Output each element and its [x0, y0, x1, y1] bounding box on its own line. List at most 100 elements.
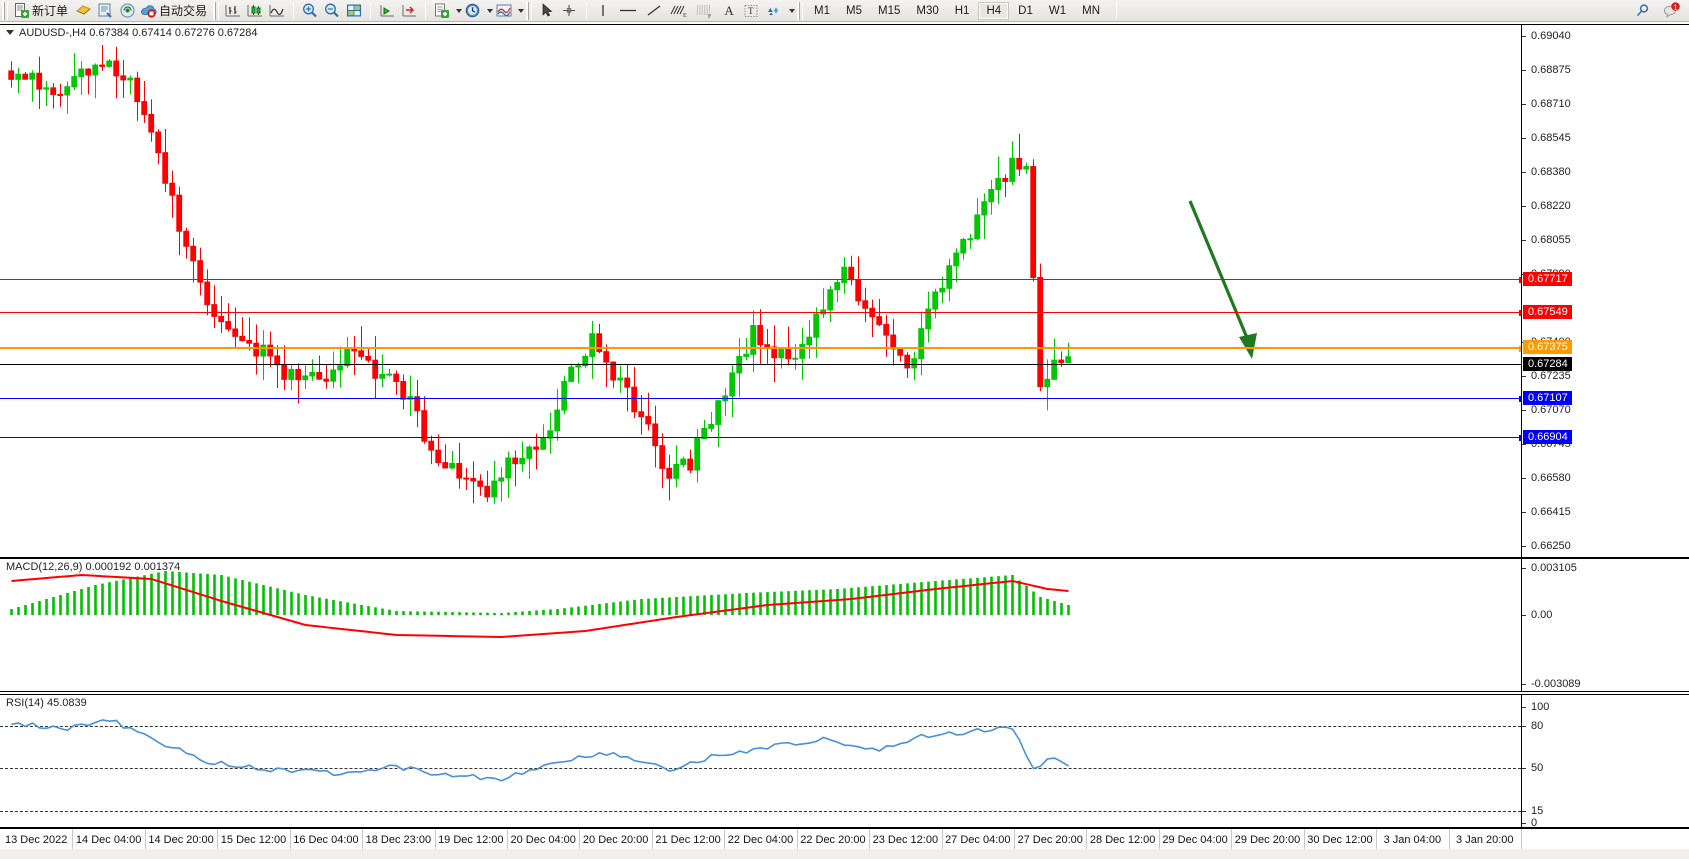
search-button[interactable] [1632, 1, 1654, 21]
indicators-dropdown-caret[interactable] [456, 8, 463, 13]
timeframe-h4[interactable]: H4 [978, 1, 1010, 20]
indicators-button[interactable] [431, 1, 453, 21]
auto-trading-button[interactable]: 自动交易 [138, 1, 211, 21]
elliott-wave-button[interactable]: E [666, 1, 692, 21]
support-line-2[interactable] [0, 435, 1521, 441]
toolbar-grip[interactable] [2, 1, 8, 20]
support-2-anchor[interactable] [1519, 435, 1521, 441]
bar-chart-button[interactable] [222, 1, 244, 21]
trend-arrow-object [1188, 200, 1257, 359]
resistance-line-1[interactable] [0, 277, 1521, 283]
crosshair-button[interactable] [557, 1, 581, 21]
horizontal-line-icon [620, 9, 637, 12]
line-chart-button[interactable] [266, 1, 288, 21]
price-label-resistance-1[interactable]: 0.67717 [1523, 272, 1572, 286]
text-button[interactable]: A [718, 1, 740, 21]
horizontal-line-button[interactable] [614, 1, 642, 21]
macd-scale[interactable]: 0.003105 0.00 -0.003089 [1521, 559, 1689, 691]
data-window-button[interactable] [94, 1, 116, 21]
chart-settings-dropdown-caret[interactable] [518, 8, 525, 13]
toolbar-divider-2 [370, 2, 372, 19]
auto-scroll-button[interactable] [398, 1, 420, 21]
price-scale[interactable]: 0.69040 0.68875 0.68710 0.68545 0.68380 … [1521, 25, 1689, 557]
timeframe-m15[interactable]: M15 [878, 4, 901, 17]
pivot-line[interactable] [0, 346, 1521, 352]
time-axis-separator [144, 829, 146, 859]
timeframe-m1[interactable]: M1 [814, 4, 831, 17]
price-label-support-2[interactable]: 0.66904 [1523, 430, 1572, 444]
time-axis-separator [289, 829, 291, 859]
chart-settings-button[interactable] [493, 1, 515, 21]
rsi-series [11, 719, 1069, 782]
expert-advisors-icon [75, 5, 91, 15]
timeframe-m5[interactable]: M5 [846, 4, 862, 17]
time-axis-separator [1231, 829, 1233, 859]
pivot-anchor[interactable] [1519, 346, 1521, 352]
template-button[interactable] [343, 1, 365, 21]
resistance-2-anchor[interactable] [1519, 310, 1521, 316]
price-plot-area[interactable] [0, 25, 1521, 557]
rsi-scale[interactable]: 100 80 50 15 0 [1521, 695, 1689, 829]
chart-shift-button[interactable] [376, 1, 398, 21]
toolbar-grip-2[interactable] [213, 1, 220, 20]
periods-dropdown-caret[interactable] [487, 8, 494, 13]
vertical-line-button[interactable] [592, 1, 614, 21]
cursor-button[interactable] [535, 1, 557, 21]
trend-line-button[interactable] [642, 1, 666, 21]
rsi-plot-area[interactable] [0, 695, 1521, 827]
time-axis-label: 20 Dec 20:00 [582, 834, 649, 846]
resistance-1-anchor[interactable] [1519, 277, 1521, 283]
timeframe-w1[interactable]: W1 [1048, 4, 1067, 17]
time-axis-label: 29 Dec 04:00 [1162, 834, 1228, 846]
time-axis-label: 16 Dec 04:00 [293, 834, 359, 846]
timeframe-d1[interactable]: D1 [1018, 4, 1033, 17]
macd-pane[interactable]: MACD(12,26,9) 0.000192 0.001374 0.003105… [0, 558, 1689, 692]
support-line-1[interactable] [0, 396, 1521, 402]
price-pane[interactable]: AUDUSD-,H4 0.67384 0.67414 0.67276 0.672… [0, 24, 1689, 558]
chart-workspace[interactable]: AUDUSD-,H4 0.67384 0.67414 0.67276 0.672… [0, 22, 1689, 859]
periods-button[interactable] [462, 1, 484, 21]
price-tick: 0.67235 [1522, 370, 1571, 382]
time-axis-separator [1521, 829, 1522, 859]
time-axis-label: 20 Dec 04:00 [510, 834, 576, 846]
price-tick: 0.66415 [1522, 506, 1571, 518]
resistance-line-2[interactable] [0, 310, 1521, 316]
zoom-in-button[interactable] [299, 1, 321, 21]
time-axis-separator [1086, 829, 1088, 859]
text-label-button[interactable]: T [740, 1, 762, 21]
zoom-out-button[interactable] [321, 1, 343, 21]
zoom-in-icon [303, 3, 317, 18]
price-label-resistance-2[interactable]: 0.67549 [1523, 305, 1572, 319]
price-label-support-1[interactable]: 0.67107 [1523, 391, 1572, 405]
time-axis-separator [941, 829, 943, 859]
macd-header[interactable]: MACD(12,26,9) 0.000192 0.001374 [6, 561, 181, 573]
price-tick: 0.68710 [1522, 98, 1571, 110]
price-label-pivot[interactable]: 0.67375 [1523, 340, 1572, 354]
time-axis-label: 29 Dec 20:00 [1234, 834, 1301, 846]
time-axis-label: 19 Dec 12:00 [438, 834, 504, 846]
time-axis-separator [507, 829, 508, 859]
shapes-dropdown-caret[interactable] [789, 8, 796, 13]
rsi-header[interactable]: RSI(14) 45.0839 [6, 697, 87, 709]
timeframe-h1[interactable]: H1 [954, 4, 970, 17]
rsi-tick: 100 [1522, 701, 1549, 713]
expert-advisors-button[interactable] [72, 1, 94, 21]
candlestick-chart-button[interactable] [244, 1, 266, 21]
shapes-button[interactable] [762, 1, 786, 21]
macd-plot-area[interactable] [0, 559, 1521, 691]
timeframe-m30[interactable]: M30 [916, 4, 939, 17]
timeframe-mn[interactable]: MN [1082, 4, 1100, 17]
toolbar-grip-3[interactable] [526, 1, 533, 20]
notifications-button[interactable]: 1 [1660, 1, 1683, 21]
notifications-icon: 1 [1664, 2, 1680, 18]
chart-symbol-header[interactable]: AUDUSD-,H4 0.67384 0.67414 0.67276 0.672… [6, 27, 258, 39]
data-window-icon [98, 3, 112, 18]
fibonacci-button[interactable]: F [692, 1, 718, 21]
support-1-anchor[interactable] [1519, 396, 1521, 402]
chart-menu-caret[interactable] [6, 30, 14, 35]
signals-button[interactable] [116, 1, 138, 21]
toolbar-grip-4[interactable] [797, 1, 804, 20]
rsi-pane[interactable]: RSI(14) 45.0839 100 80 50 15 0 [0, 694, 1689, 829]
macd-tick: 0.00 [1522, 609, 1552, 621]
new-order-button[interactable]: 新订单 [11, 1, 72, 21]
